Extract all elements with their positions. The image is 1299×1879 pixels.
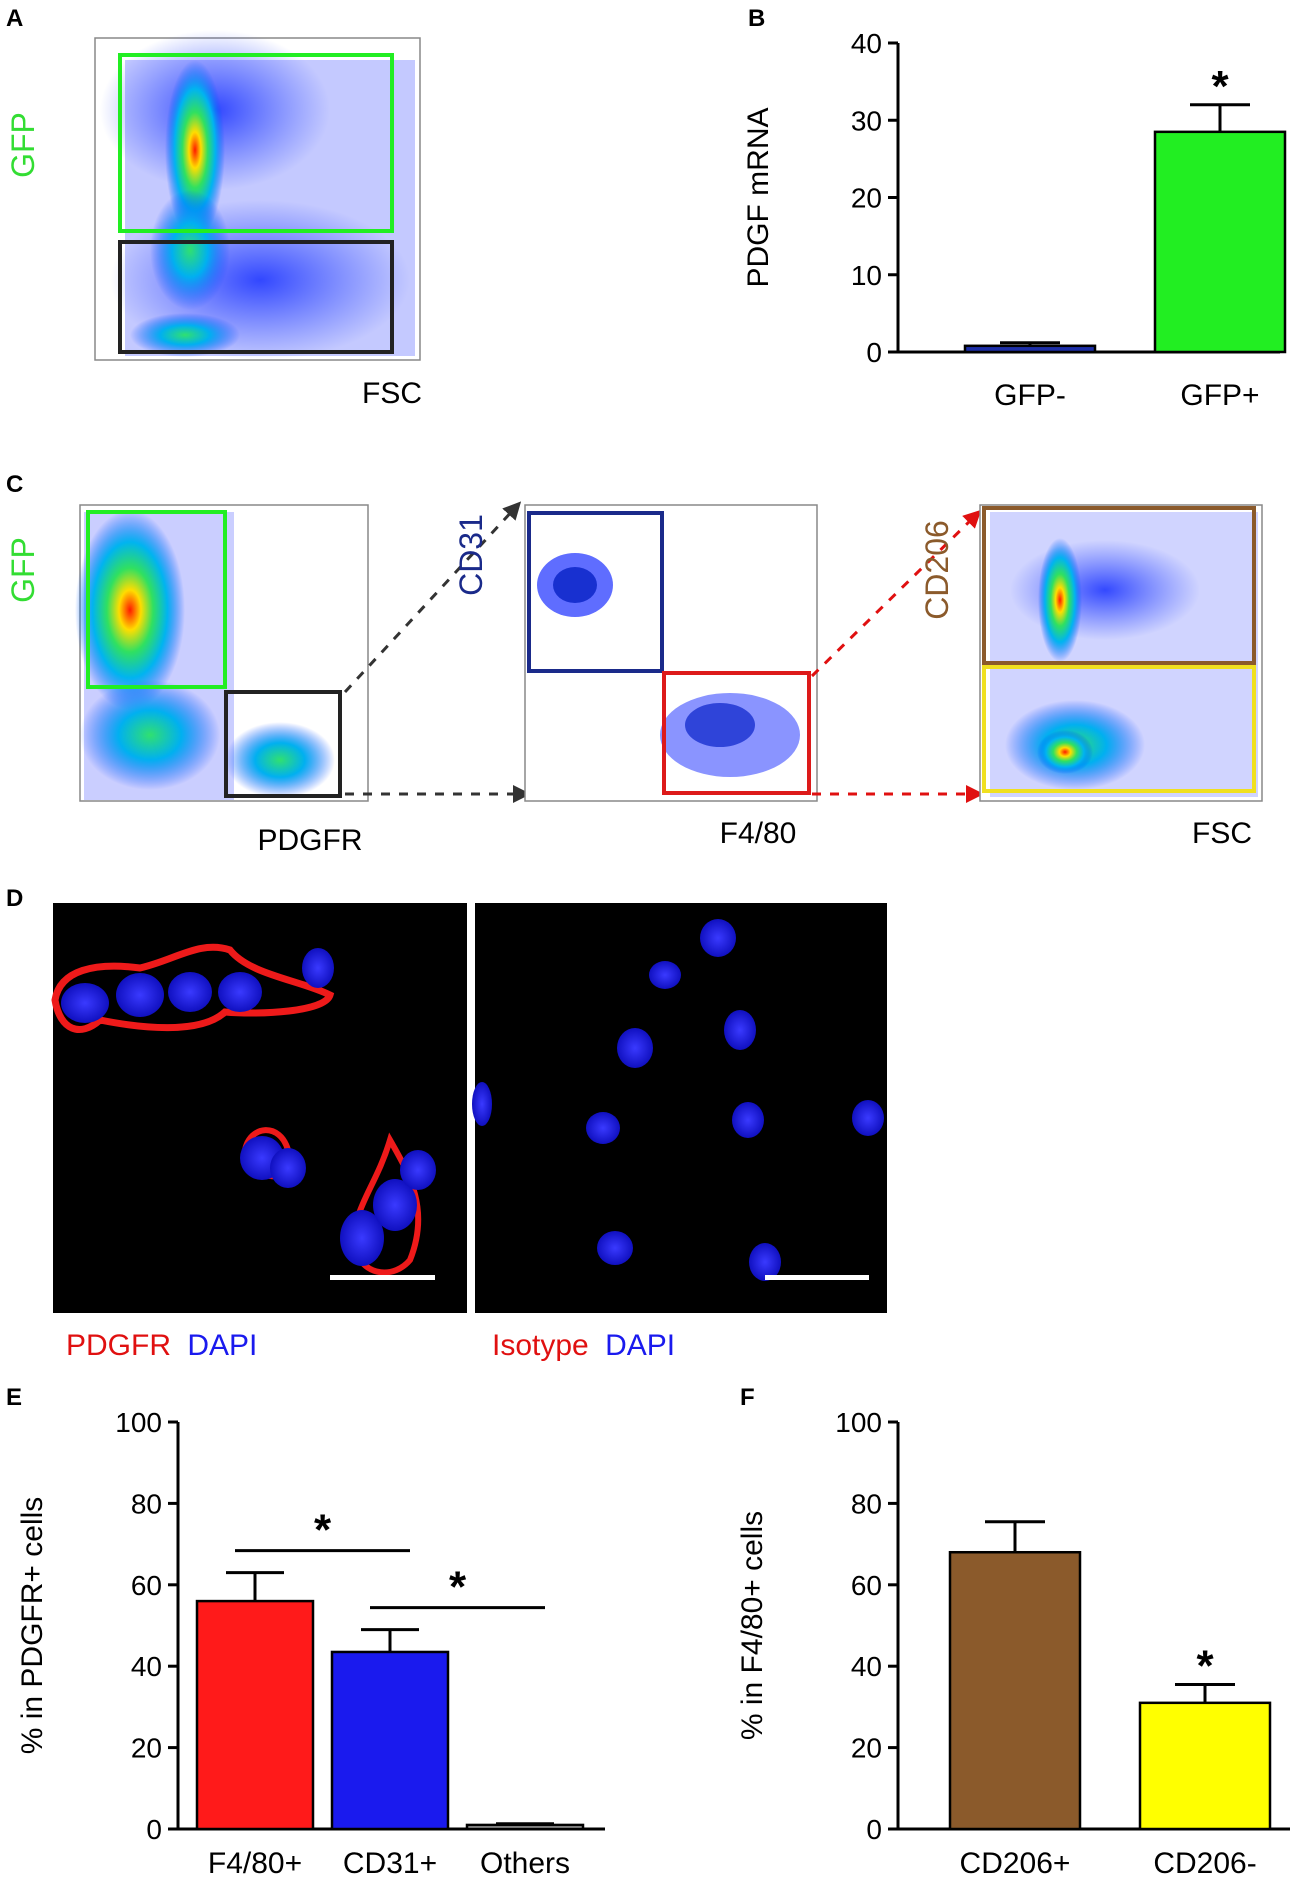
panel-f: F 0 20 40 60 80 100 % in F4/80+ cells CD206+ CD2… — [736, 1384, 1290, 1879]
panel-e: E 0 20 40 60 80 100 % in PDGFR+ cells F4/80+ CD3… — [6, 1384, 605, 1879]
panel-b-significance-star: * — [1211, 62, 1229, 111]
panel-d: D — [6, 885, 887, 1362]
panel-a-y-label: GFP — [5, 112, 41, 178]
panel-b-bar-gfp- — [963, 344, 1097, 354]
panel-d-scale-bar-right — [765, 1275, 869, 1280]
panel-a-x-label: FSC — [362, 377, 422, 410]
panel-f-category-label: CD206- — [1153, 1847, 1256, 1879]
panel-d-label: D — [6, 885, 23, 912]
panel-b-y-tick-label: 40 — [851, 28, 882, 59]
panel-e-y-tick-label: 80 — [131, 1488, 162, 1519]
panel-f-y-tick-label: 80 — [851, 1488, 882, 1519]
panel-a: A GFP FSC — [5, 5, 422, 410]
panel-c-gate-f480 — [662, 671, 811, 795]
panel-d-right-caption: Isotype DAPI — [492, 1329, 675, 1362]
panel-d-left-counter: DAPI — [187, 1329, 257, 1362]
panel-f-bar-cd206- — [1138, 1701, 1272, 1831]
panel-e-significance-star: * — [449, 1563, 467, 1612]
panel-c-plot-1-x-label: PDGFR — [258, 824, 363, 857]
panel-c-plot-2: CD31 F4/80 — [453, 504, 818, 850]
panel-d-scale-bar-left — [330, 1275, 435, 1280]
panel-f-y-tick-label: 40 — [851, 1651, 882, 1682]
panel-e-bar-others — [465, 1823, 585, 1831]
panel-b-y-tick-label: 20 — [851, 183, 882, 214]
panel-a-label: A — [6, 5, 23, 32]
panel-e-label: E — [6, 1384, 22, 1411]
panel-f-y-tick-label: 60 — [851, 1570, 882, 1601]
panel-c-label: C — [6, 471, 23, 498]
panel-e-y-tick-label: 0 — [146, 1814, 162, 1845]
panel-b-label: B — [748, 5, 765, 32]
panel-f-chart: 0 20 40 60 80 100 % in F4/80+ cells CD206+ CD206… — [736, 1407, 1290, 1879]
panel-d-image-isotype — [472, 903, 887, 1313]
panel-c-gate-cd31 — [527, 511, 664, 673]
panel-e-y-label: % in PDGFR+ cells — [16, 1497, 49, 1755]
panel-e-y-tick-label: 40 — [131, 1651, 162, 1682]
panel-a-gate-gfp-positive — [118, 53, 394, 233]
panel-f-label: F — [740, 1384, 755, 1411]
panel-c: C GFP PDGFR CD31 F4/8 — [5, 471, 1263, 857]
panel-b: B 0 10 20 30 40 PDGF mRNA GFP- GFP+ * — [742, 5, 1287, 412]
panel-f-bar-cd206- — [948, 1550, 1082, 1831]
panel-c-plot-1-y-label: GFP — [5, 537, 41, 603]
panel-b-y-tick-label: 30 — [851, 105, 882, 136]
panel-d-left-stain: PDGFR — [66, 1329, 171, 1362]
panel-a-plot — [94, 30, 421, 361]
panel-f-y-tick-label: 0 — [866, 1814, 882, 1845]
panel-c-plot-3: CD206 FSC — [919, 504, 1263, 850]
panel-b-category-label: GFP+ — [1180, 379, 1259, 412]
panel-c-plot-3-x-label: FSC — [1192, 817, 1252, 850]
panel-b-bar-gfp- — [1153, 130, 1287, 354]
panel-c-plot-3-y-label: CD206 — [919, 520, 955, 620]
panel-e-category-label: Others — [480, 1847, 570, 1879]
panel-d-right-stain: Isotype — [492, 1329, 589, 1362]
panel-b-y-tick-label: 10 — [851, 260, 882, 291]
panel-e-bar-f4-80- — [195, 1599, 315, 1831]
panel-c-plot-1: GFP PDGFR — [5, 504, 369, 857]
panel-f-y-tick-label: 100 — [835, 1407, 882, 1438]
panel-b-y-label: PDGF mRNA — [742, 108, 775, 288]
panel-c-gate-gfp — [86, 510, 227, 689]
panel-d-right-counter: DAPI — [605, 1329, 675, 1362]
panel-e-y-tick-label: 100 — [115, 1407, 162, 1438]
panel-a-density — [100, 30, 415, 360]
panel-e-bar-cd31- — [330, 1650, 450, 1831]
panel-b-category-label: GFP- — [994, 379, 1066, 412]
panel-c-gate-cd206-positive — [982, 506, 1256, 665]
panel-c-gate-cd206-negative — [982, 665, 1256, 793]
panel-e-chart: 0 20 40 60 80 100 % in PDGFR+ cells F4/80+ CD31+… — [16, 1407, 605, 1879]
panel-c-plot-2-x-label: F4/80 — [720, 817, 797, 850]
panel-e-category-label: F4/80+ — [208, 1847, 302, 1879]
panel-c-arrows-dark — [343, 501, 531, 803]
panel-e-y-tick-label: 20 — [131, 1733, 162, 1764]
panel-a-gate-gfp-negative — [118, 240, 394, 354]
panel-d-image-pdgfr — [51, 903, 467, 1313]
panel-f-category-label: CD206+ — [960, 1847, 1071, 1879]
panel-b-chart: 0 10 20 30 40 PDGF mRNA GFP- GFP+ * — [742, 28, 1287, 412]
panel-f-y-tick-label: 20 — [851, 1733, 882, 1764]
panel-f-y-label: % in F4/80+ cells — [736, 1511, 769, 1740]
panel-d-left-caption: PDGFR DAPI — [66, 1329, 257, 1362]
panel-b-y-tick-label: 0 — [866, 337, 882, 368]
panel-c-plot-2-y-label: CD31 — [453, 514, 489, 596]
panel-e-significance-star: * — [314, 1506, 332, 1555]
panel-e-category-label: CD31+ — [343, 1847, 437, 1879]
panel-c-arrows-red — [810, 509, 984, 803]
panel-e-y-tick-label: 60 — [131, 1570, 162, 1601]
panel-f-significance-star: * — [1196, 1642, 1214, 1691]
panel-c-gate-pdgfr — [224, 690, 342, 798]
